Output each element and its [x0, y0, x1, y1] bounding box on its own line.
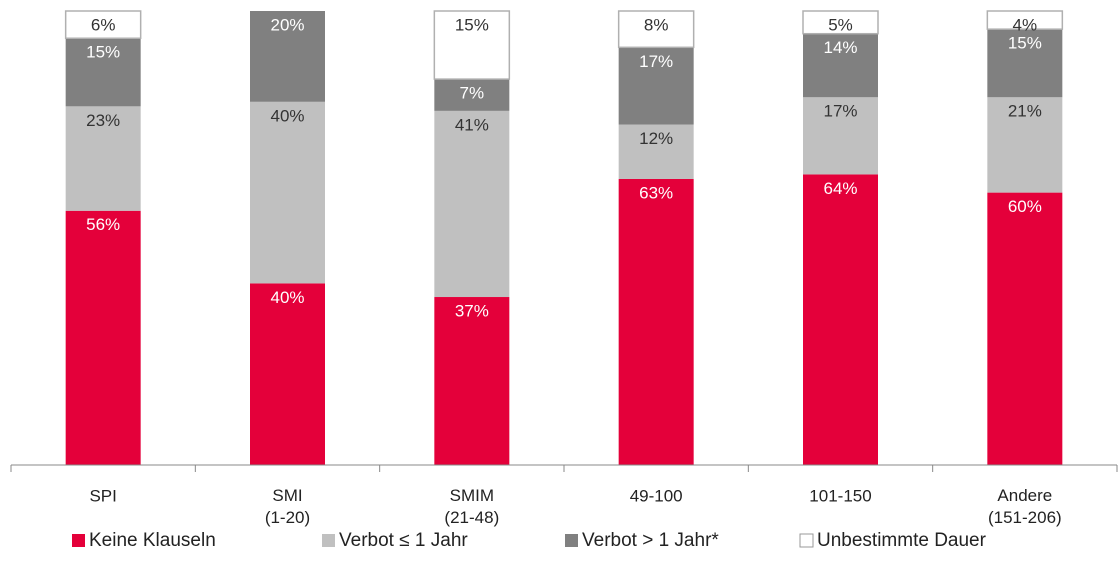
bar-segment	[434, 297, 510, 465]
data-label: 5%	[828, 15, 853, 34]
data-label: 17%	[823, 102, 857, 121]
legend-label: Verbot ≤ 1 Jahr	[339, 530, 468, 551]
legend-label: Unbestimmte Dauer	[817, 530, 987, 551]
x-tick-label: SMIM (21-48)	[444, 486, 499, 527]
bar-segment	[618, 124, 694, 179]
legend-swatch	[322, 534, 335, 547]
bar-segment	[250, 11, 325, 102]
bar-segment	[802, 10, 879, 35]
legend-swatch	[72, 534, 85, 547]
bar-segment	[986, 10, 1064, 30]
bar-segment	[434, 110, 510, 298]
bar-segment	[803, 97, 878, 175]
legend-swatch	[565, 534, 578, 547]
bar-segment	[65, 106, 141, 211]
data-label: 7%	[460, 84, 485, 103]
data-label: 41%	[455, 115, 489, 134]
data-label: 63%	[639, 183, 673, 202]
legend-swatch	[799, 533, 814, 548]
legend-label: Keine Klauseln	[89, 530, 216, 551]
bar-segment	[434, 79, 510, 111]
bar-segment	[65, 210, 141, 465]
data-label: 15%	[455, 15, 489, 34]
x-tick-label: SPI	[89, 486, 116, 505]
data-label: 40%	[270, 288, 304, 307]
bar-segment	[987, 192, 1063, 465]
data-label: 64%	[823, 179, 857, 198]
bar-segment	[803, 33, 878, 98]
x-tick-label: 49-100	[630, 486, 683, 505]
bar-segment	[618, 47, 694, 125]
data-label: 21%	[1008, 102, 1042, 121]
bar-segment	[618, 178, 694, 466]
bar-segment	[987, 29, 1063, 98]
bar-segment	[433, 10, 511, 80]
data-label: 20%	[270, 15, 304, 34]
bar-segment	[250, 283, 325, 465]
bar-segment	[803, 174, 878, 465]
bar-segment	[250, 101, 325, 284]
bar-segment	[617, 10, 695, 49]
data-label: 15%	[86, 43, 120, 62]
data-label: 37%	[455, 302, 489, 321]
x-tick-label: SMI (1-20)	[265, 486, 310, 527]
data-label: 14%	[823, 38, 857, 57]
data-label: 12%	[639, 129, 673, 148]
data-label: 15%	[1008, 34, 1042, 53]
bar-segment	[987, 97, 1063, 193]
data-label: 4%	[1013, 15, 1038, 34]
bar-segment	[65, 38, 141, 107]
data-label: 6%	[91, 15, 116, 34]
data-label: 40%	[270, 106, 304, 125]
x-tick-label: 101-150	[809, 486, 871, 505]
data-label: 56%	[86, 215, 120, 234]
data-label: 60%	[1008, 197, 1042, 216]
data-label: 17%	[639, 52, 673, 71]
data-label: 23%	[86, 111, 120, 130]
data-label: 8%	[644, 15, 669, 34]
legend-label: Verbot > 1 Jahr*	[582, 530, 719, 551]
x-tick-label: Andere (151-206)	[988, 486, 1062, 527]
bar-segment	[64, 10, 142, 39]
